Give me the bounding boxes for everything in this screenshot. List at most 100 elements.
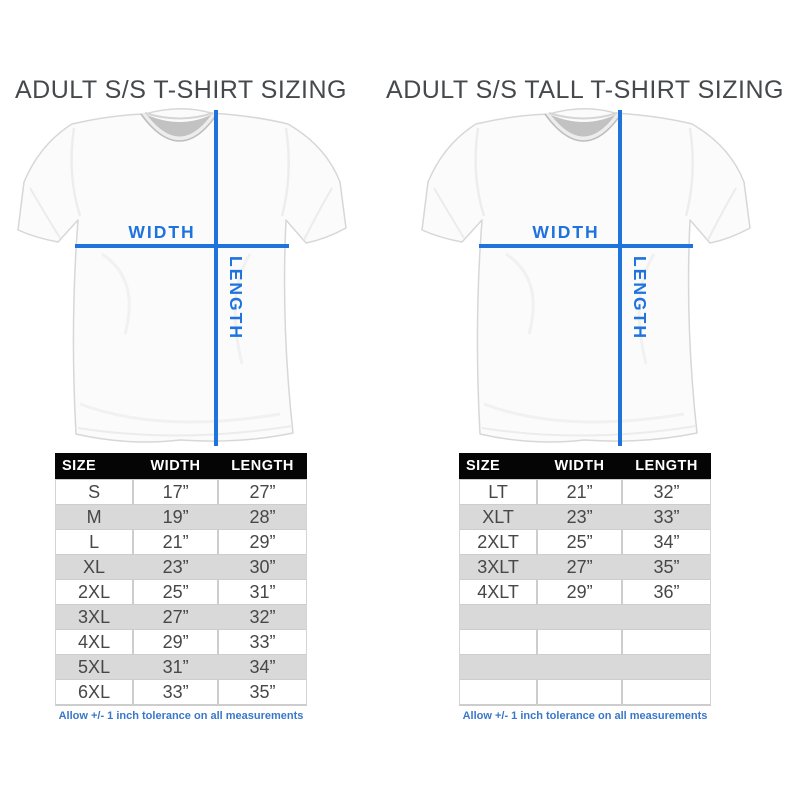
size-cell: 2XLT	[460, 530, 537, 554]
size-cell	[460, 680, 537, 704]
tshirt-diagram: WIDTH LENGTH	[17, 108, 347, 446]
length-cell: 36”	[623, 580, 710, 604]
length-label: LENGTH	[630, 256, 650, 340]
width-cell: 33”	[134, 680, 218, 704]
size-row: 5XL 31” 34”	[56, 655, 306, 679]
width-cell: 29”	[134, 630, 218, 654]
tshirt-illustration	[17, 108, 347, 443]
tolerance-note: Allow +/- 1 inch tolerance on all measur…	[462, 710, 708, 722]
length-cell: 30”	[249, 557, 276, 577]
tshirt-diagram: WIDTH LENGTH	[421, 108, 751, 446]
size-row: 2XL 25” 31”	[56, 580, 306, 604]
length-cell: 28”	[249, 507, 276, 527]
width-cell: 29”	[538, 580, 622, 604]
size-cell	[460, 630, 537, 654]
size-cell: L	[56, 530, 133, 554]
length-cell: 34”	[623, 530, 710, 554]
width-cell: 25”	[134, 580, 218, 604]
size-table-regular: SIZE WIDTH LENGTH S 17” 27” M 19” 28” L 21” 29” X…	[55, 453, 307, 706]
size-cell: XLT	[482, 507, 514, 527]
length-cell: 29”	[219, 530, 306, 554]
header-size: SIZE	[466, 458, 501, 474]
length-cell	[623, 605, 710, 629]
size-row: 6XL 33” 35”	[56, 680, 306, 704]
measurement-overlay: WIDTH LENGTH	[75, 110, 289, 446]
length-cell: 34”	[249, 657, 276, 677]
length-cell	[623, 630, 710, 654]
size-row: L 21” 29”	[56, 530, 306, 554]
width-label: WIDTH	[128, 222, 195, 242]
size-cell: M	[86, 507, 102, 527]
length-cell: 33”	[653, 507, 680, 527]
length-cell: 33”	[219, 630, 306, 654]
size-cell	[460, 655, 536, 679]
header-width: WIDTH	[150, 458, 201, 474]
width-cell: 17”	[134, 480, 218, 504]
panel-adult-ss-tall: ADULT S/S TALL T-SHIRT SIZING	[386, 0, 783, 800]
header-length: LENGTH	[231, 458, 294, 474]
length-cell: 32”	[249, 607, 276, 627]
width-cell: 19”	[162, 507, 189, 527]
tshirt-illustration	[421, 108, 751, 443]
width-cell	[538, 680, 622, 704]
width-cell: 21”	[134, 530, 218, 554]
panel-adult-ss: ADULT S/S T-SHIRT SIZING WIDTH	[10, 0, 352, 800]
size-row: S 17” 27”	[56, 480, 306, 504]
size-cell: LT	[460, 480, 537, 504]
width-cell	[538, 605, 621, 629]
length-cell: 27”	[219, 480, 306, 504]
header-length: LENGTH	[635, 458, 698, 474]
size-row: XLT 23” 33”	[460, 505, 710, 529]
size-row: 3XL 27” 32”	[56, 605, 306, 629]
panel-title: ADULT S/S TALL T-SHIRT SIZING	[386, 76, 784, 104]
size-cell: 4XL	[56, 630, 133, 654]
width-cell: 27”	[162, 607, 189, 627]
size-row: 4XLT 29” 36”	[460, 580, 710, 604]
width-cell: 23”	[566, 507, 593, 527]
width-cell: 31”	[162, 657, 189, 677]
length-cell: 31”	[219, 580, 306, 604]
size-row: 2XLT 25” 34”	[460, 530, 710, 554]
size-row: 3XLT 27” 35”	[460, 555, 710, 579]
width-cell	[538, 630, 622, 654]
header-size: SIZE	[62, 458, 97, 474]
size-cell: S	[56, 480, 133, 504]
table-header: SIZE WIDTH LENGTH	[55, 453, 307, 479]
length-cell	[623, 655, 710, 679]
table-body: S 17” 27” M 19” 28” L 21” 29” XL 23” 30” 2XL 25” 31” 3X…	[55, 479, 307, 706]
header-width: WIDTH	[554, 458, 605, 474]
size-cell: 4XLT	[460, 580, 537, 604]
tolerance-note: Allow +/- 1 inch tolerance on all measur…	[58, 710, 304, 722]
size-row: M 19” 28”	[56, 505, 306, 529]
width-cell	[538, 655, 621, 679]
empty-row	[460, 655, 710, 679]
size-table-tall: SIZE WIDTH LENGTH LT 21” 32” XLT 23” 33” 2XLT 2…	[459, 453, 711, 706]
length-cell: 35”	[653, 557, 680, 577]
empty-row	[460, 630, 710, 654]
length-cell: 35”	[219, 680, 306, 704]
table-header: SIZE WIDTH LENGTH	[459, 453, 711, 479]
size-row: 4XL 29” 33”	[56, 630, 306, 654]
size-cell: 5XL	[78, 657, 111, 677]
width-cell: 25”	[538, 530, 622, 554]
size-cell: 3XLT	[477, 557, 519, 577]
size-cell	[460, 605, 536, 629]
width-label: WIDTH	[532, 222, 599, 242]
width-cell: 21”	[538, 480, 622, 504]
size-cell: 3XL	[78, 607, 111, 627]
size-row: XL 23” 30”	[56, 555, 306, 579]
length-cell: 32”	[623, 480, 710, 504]
empty-row	[460, 680, 710, 704]
length-cell	[623, 680, 710, 704]
size-row: LT 21” 32”	[460, 480, 710, 504]
panel-title: ADULT S/S T-SHIRT SIZING	[15, 76, 347, 104]
size-cell: XL	[83, 557, 106, 577]
table-body: LT 21” 32” XLT 23” 33” 2XLT 25” 34” 3XLT 27” 35” 4XL…	[459, 479, 711, 706]
length-label: LENGTH	[226, 256, 246, 340]
size-cell: 6XL	[56, 680, 133, 704]
width-cell: 23”	[162, 557, 189, 577]
empty-row	[460, 605, 710, 629]
measurement-overlay: WIDTH LENGTH	[479, 110, 693, 446]
size-cell: 2XL	[56, 580, 133, 604]
width-cell: 27”	[566, 557, 593, 577]
